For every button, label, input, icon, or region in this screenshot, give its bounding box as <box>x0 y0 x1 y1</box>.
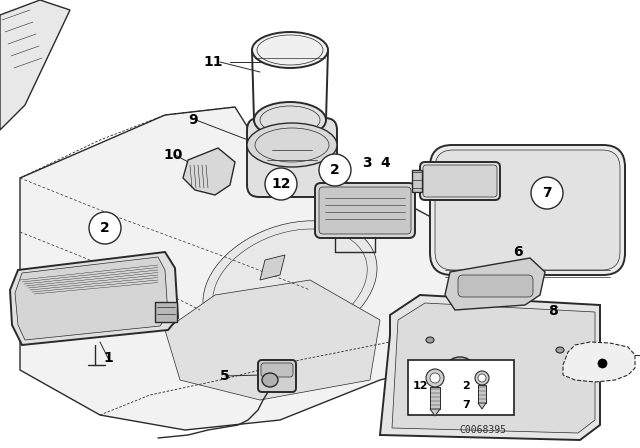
Polygon shape <box>430 409 440 416</box>
Polygon shape <box>15 257 168 340</box>
Text: 11: 11 <box>204 55 223 69</box>
Text: 4: 4 <box>380 156 390 170</box>
Text: 7: 7 <box>462 400 470 410</box>
Polygon shape <box>478 403 486 409</box>
Circle shape <box>531 177 563 209</box>
Text: 12: 12 <box>271 177 291 191</box>
FancyBboxPatch shape <box>258 360 296 392</box>
Text: 2: 2 <box>462 381 470 391</box>
Ellipse shape <box>475 371 489 385</box>
Polygon shape <box>563 342 635 382</box>
Polygon shape <box>165 280 380 400</box>
Polygon shape <box>0 0 70 130</box>
Polygon shape <box>10 252 178 345</box>
Ellipse shape <box>247 123 337 167</box>
Text: 2: 2 <box>100 221 110 235</box>
Circle shape <box>89 212 121 244</box>
FancyBboxPatch shape <box>458 275 533 297</box>
FancyBboxPatch shape <box>420 162 500 200</box>
FancyBboxPatch shape <box>315 183 415 238</box>
Polygon shape <box>260 255 285 280</box>
Polygon shape <box>20 107 520 430</box>
Ellipse shape <box>478 374 486 382</box>
Text: C0068395: C0068395 <box>460 425 506 435</box>
Ellipse shape <box>262 373 278 387</box>
Polygon shape <box>380 295 600 440</box>
Ellipse shape <box>426 369 444 387</box>
Text: 12: 12 <box>413 381 429 391</box>
Ellipse shape <box>448 357 472 373</box>
Text: 8: 8 <box>548 304 558 318</box>
Text: 6: 6 <box>513 245 523 259</box>
Polygon shape <box>392 303 595 433</box>
FancyBboxPatch shape <box>261 363 293 377</box>
Bar <box>408 360 514 415</box>
Text: 1: 1 <box>103 351 113 365</box>
FancyBboxPatch shape <box>435 150 620 270</box>
FancyBboxPatch shape <box>423 165 497 197</box>
Text: 10: 10 <box>163 148 182 162</box>
Circle shape <box>319 154 351 186</box>
Ellipse shape <box>426 337 434 343</box>
Text: 5: 5 <box>220 369 230 383</box>
FancyBboxPatch shape <box>430 145 625 275</box>
Text: 2: 2 <box>330 163 340 177</box>
Text: 3: 3 <box>362 156 372 170</box>
Ellipse shape <box>430 373 440 383</box>
Circle shape <box>265 168 297 200</box>
Bar <box>412 170 422 192</box>
Bar <box>478 385 486 403</box>
Text: 9: 9 <box>188 113 198 127</box>
Ellipse shape <box>556 347 564 353</box>
Bar <box>155 302 177 322</box>
Polygon shape <box>183 148 235 195</box>
Bar <box>430 387 440 409</box>
FancyBboxPatch shape <box>319 187 411 234</box>
Text: 7: 7 <box>542 186 552 200</box>
Ellipse shape <box>254 102 326 138</box>
Polygon shape <box>445 258 545 310</box>
FancyBboxPatch shape <box>247 118 337 197</box>
Ellipse shape <box>252 32 328 68</box>
Ellipse shape <box>203 221 377 349</box>
